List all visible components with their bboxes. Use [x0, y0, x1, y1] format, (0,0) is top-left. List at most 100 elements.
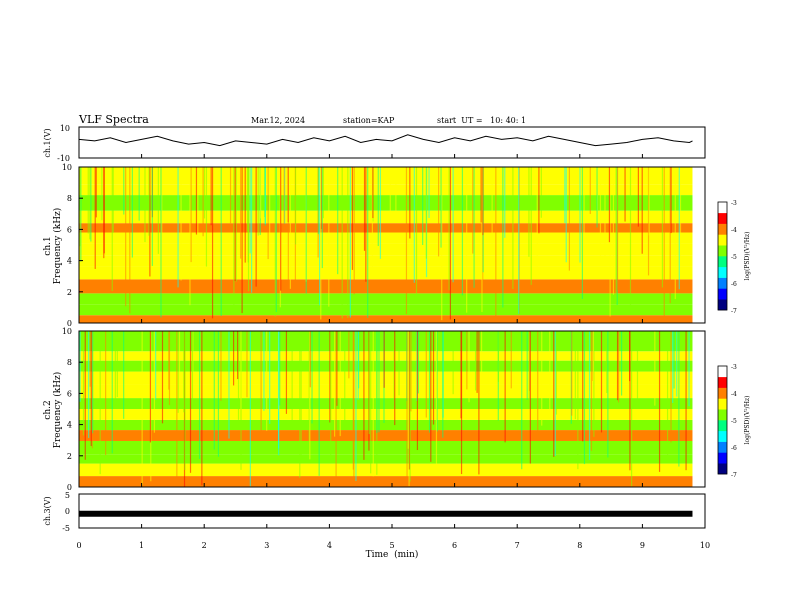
colorbar-frame	[717, 201, 728, 311]
spectrogram-band	[79, 409, 693, 420]
time-tick-label: 2	[202, 541, 207, 550]
spectrogram-striation	[305, 167, 307, 294]
spectrogram-striation	[319, 167, 321, 306]
spectrogram-striation	[353, 331, 355, 479]
spectrogram-striation	[353, 167, 355, 295]
colorbar-segment	[718, 366, 727, 378]
spectrogram-striation	[461, 167, 464, 296]
ch1-waveform-frame	[78, 126, 706, 159]
spectrogram-striation	[220, 331, 222, 401]
spectrogram-striation	[476, 331, 478, 393]
spectrogram-striation	[449, 167, 452, 320]
spectrogram-striation	[604, 167, 606, 259]
colorbar-segment	[718, 441, 727, 453]
freq-tick-label: 2	[67, 288, 72, 297]
spectrogram-striation	[425, 167, 427, 259]
spectrogram-striation	[512, 167, 514, 290]
spectrogram-striation	[183, 331, 185, 413]
spectrogram-striation	[320, 167, 322, 320]
spectrogram-striation	[436, 331, 438, 432]
colorbar-tick-label: -4	[731, 227, 737, 234]
spectrogram-striation	[111, 331, 113, 454]
time-tick-label: 0	[76, 541, 81, 550]
spectrogram-striation	[246, 167, 249, 232]
spectrogram-striation	[205, 167, 208, 267]
spectrogram-striation	[351, 167, 354, 270]
spectrogram-striation	[565, 167, 567, 263]
spectrogram-striation	[481, 167, 483, 312]
spectrogram-band	[79, 430, 693, 441]
colorbar-tick-label: -3	[731, 364, 737, 371]
colorbar-label: log(PSD)(V²/Hz)	[744, 396, 751, 445]
spectrogram-striation	[211, 167, 214, 319]
time-tick-label: 5	[389, 541, 394, 550]
spectrogram-striation	[151, 167, 153, 266]
spectrogram-striation	[264, 167, 266, 225]
spectrogram-striation	[269, 167, 271, 257]
freq-tick-label: 8	[67, 194, 72, 203]
time-tick-label: 4	[327, 541, 332, 550]
spectrogram-striation	[176, 331, 178, 487]
spectrogram-striation	[413, 167, 415, 283]
spectrogram-striation	[537, 331, 539, 434]
spectrogram-striation	[260, 167, 262, 219]
spectrogram-striation	[190, 167, 192, 263]
time-tick-label: 9	[640, 541, 645, 550]
freq-tick-label: 6	[67, 225, 72, 234]
spectrogram-striation	[234, 167, 236, 282]
colorbar-tick-label: -6	[731, 281, 737, 288]
spectrogram-striation	[435, 331, 438, 467]
spectrogram-striation	[620, 331, 623, 396]
time-axis-label: Time (min)	[366, 549, 419, 560]
spectrogram-striation	[480, 331, 483, 379]
spectrogram-striation	[348, 331, 350, 379]
spectrogram-striation	[257, 167, 259, 236]
start-time-label: start UT = 10: 40: 1	[437, 116, 526, 125]
spectrogram-striation	[89, 167, 91, 240]
spectrogram-striation	[285, 331, 288, 414]
spectrogram-striation	[583, 331, 586, 465]
spectrogram-striation	[275, 167, 277, 312]
spectrogram-striation	[217, 331, 220, 457]
colorbar-segment	[718, 202, 727, 214]
date-label: Mar.12, 2024	[251, 116, 305, 125]
spectrogram-striation	[138, 167, 140, 221]
spectrogram-striation	[79, 331, 81, 402]
spectrogram-striation	[322, 167, 324, 219]
colorbar-segment	[718, 420, 727, 432]
ch1-spectrogram-ylabel-freq: Frequency (kHz)	[52, 208, 63, 285]
spectrogram-striation	[177, 331, 179, 413]
ch3-waveform-ylabel: ch.3(V)	[43, 496, 52, 525]
spectrogram-striation	[180, 167, 182, 281]
spectrogram-striation	[203, 167, 206, 219]
ch1-spectrogram-image	[79, 167, 693, 323]
freq-tick-label: 8	[67, 358, 72, 367]
spectrogram-striation	[482, 167, 484, 236]
spectrogram-striation	[480, 167, 482, 223]
spectrogram-striation	[581, 167, 583, 300]
spectrogram-band	[79, 243, 693, 256]
spectrogram-striation	[417, 331, 420, 394]
spectrogram-striation	[232, 331, 235, 386]
spectrogram-striation	[428, 331, 431, 433]
spectrogram-striation	[88, 331, 90, 439]
spectrogram-striation	[474, 331, 477, 391]
spectrogram-striation	[408, 331, 411, 470]
spectrogram-striation	[460, 331, 462, 419]
spectrogram-striation	[410, 331, 412, 412]
spectrogram-striation	[90, 167, 92, 242]
spectrogram-striation	[178, 331, 181, 385]
ch3-ytick-top: 5	[65, 491, 70, 500]
spectrogram-striation	[554, 331, 556, 457]
spectrogram-striation	[339, 331, 341, 437]
spectrogram-striation	[246, 331, 248, 398]
ch1-ytick-bottom: -10	[57, 154, 70, 163]
spectrogram-striation	[407, 331, 409, 449]
spectrogram-striation	[233, 167, 235, 308]
spectrogram-striation	[347, 167, 349, 318]
spectrogram-striation	[80, 167, 82, 262]
colorbar-tick-label: -6	[731, 445, 737, 452]
spectrogram-striation	[521, 331, 523, 470]
spectrogram-striation	[336, 331, 338, 406]
spectrogram-striation	[341, 167, 343, 319]
